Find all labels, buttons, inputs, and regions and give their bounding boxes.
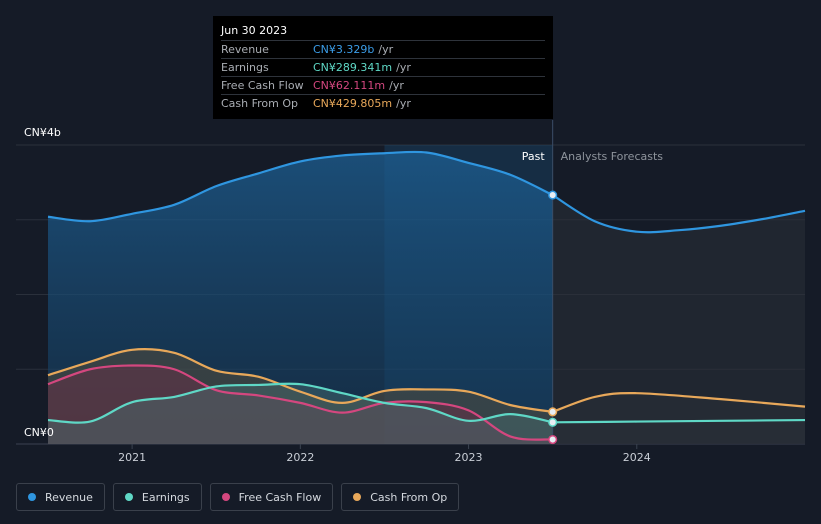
legend-label: Earnings (141, 490, 190, 504)
tooltip-value: CN¥62.111m (313, 79, 386, 92)
cash-from-op-line (47, 348, 553, 413)
revenue-line (47, 150, 554, 223)
tooltip-row-revenue: Revenue CN¥3.329b /yr (221, 40, 545, 58)
earnings-forecast-line (552, 418, 806, 424)
legend-label: Cash From Op (370, 490, 448, 504)
tooltip-row-free-cash-flow: Free Cash Flow CN¥62.111m /yr (221, 76, 545, 94)
earnings-dot-icon (124, 493, 133, 501)
y-axis-bottom-label: CN¥0 (24, 426, 54, 439)
hover-tooltip: Jun 30 2023 Revenue CN¥3.329b /yr Earnin… (213, 16, 553, 119)
tooltip-row-cash-from-op: Cash From Op CN¥429.805m /yr (221, 94, 545, 112)
chart-legend: Revenue Earnings Free Cash Flow Cash Fro… (16, 483, 460, 511)
tooltip-unit: /yr (396, 61, 411, 74)
free-cash-flow-dot-icon (221, 493, 230, 501)
free-cash-flow-line (47, 364, 553, 441)
revenue-marker (548, 190, 558, 200)
tooltip-label: Free Cash Flow (221, 79, 304, 92)
tooltip-unit: /yr (396, 97, 411, 110)
tooltip-date: Jun 30 2023 (221, 24, 288, 37)
legend-item-revenue[interactable]: Revenue (16, 483, 105, 511)
x-tick-label: 2024 (623, 451, 651, 464)
revenue-forecast-line (552, 194, 806, 234)
earnings-marker (548, 417, 558, 427)
series-lines (47, 150, 806, 441)
x-axis-ticks: 2021 2022 2023 2024 (118, 444, 651, 464)
tooltip-unit: /yr (378, 43, 394, 56)
tooltip-label: Cash From Op (221, 97, 299, 110)
free-cash-flow-area (48, 365, 553, 444)
legend-label: Revenue (45, 490, 93, 504)
series-areas (48, 151, 805, 444)
revenue-dot-icon (28, 493, 36, 501)
x-tick-label: 2021 (118, 451, 146, 464)
legend-label: Free Cash Flow (238, 490, 322, 504)
past-label: Past (522, 150, 546, 163)
x-tick-label: 2022 (286, 451, 314, 464)
legend-item-earnings[interactable]: Earnings (112, 483, 202, 511)
cash-from-op-forecast-line (552, 391, 806, 413)
y-axis-top-label: CN¥4b (24, 126, 61, 139)
tooltip-label: Earnings (221, 61, 269, 74)
tooltip-row-earnings: Earnings CN¥289.341m /yr (221, 58, 545, 76)
tooltip-label: Revenue (221, 43, 269, 56)
revenue-forecast-area (552, 195, 805, 444)
tooltip-unit: /yr (389, 79, 404, 92)
cash-from-op-dot-icon (353, 493, 362, 501)
earnings-area (48, 383, 553, 444)
series-markers (548, 190, 558, 445)
tooltip-value: CN¥3.329b (313, 43, 375, 56)
legend-item-cash-from-op[interactable]: Cash From Op (341, 483, 460, 511)
analysts-forecasts-label: Analysts Forecasts (561, 150, 664, 163)
earnings-forecast-area (552, 420, 805, 444)
cash-from-op-marker (548, 407, 558, 417)
free-cash-flow-marker (548, 434, 558, 445)
tooltip-value: CN¥289.341m (313, 61, 393, 74)
tooltip-value: CN¥429.805m (313, 97, 393, 110)
earnings-line (47, 382, 553, 424)
legend-item-free-cash-flow[interactable]: Free Cash Flow (209, 483, 334, 511)
x-tick-label: 2023 (455, 451, 483, 464)
